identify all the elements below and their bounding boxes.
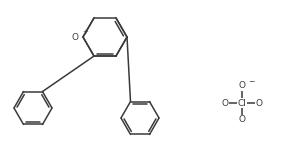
Text: O: O (72, 32, 79, 41)
Text: Cl: Cl (238, 98, 246, 108)
Text: +: + (82, 29, 88, 35)
Text: O: O (238, 116, 245, 125)
Text: O: O (255, 98, 263, 108)
Text: O: O (221, 98, 228, 108)
Text: O: O (238, 81, 245, 90)
Text: −: − (248, 78, 254, 87)
